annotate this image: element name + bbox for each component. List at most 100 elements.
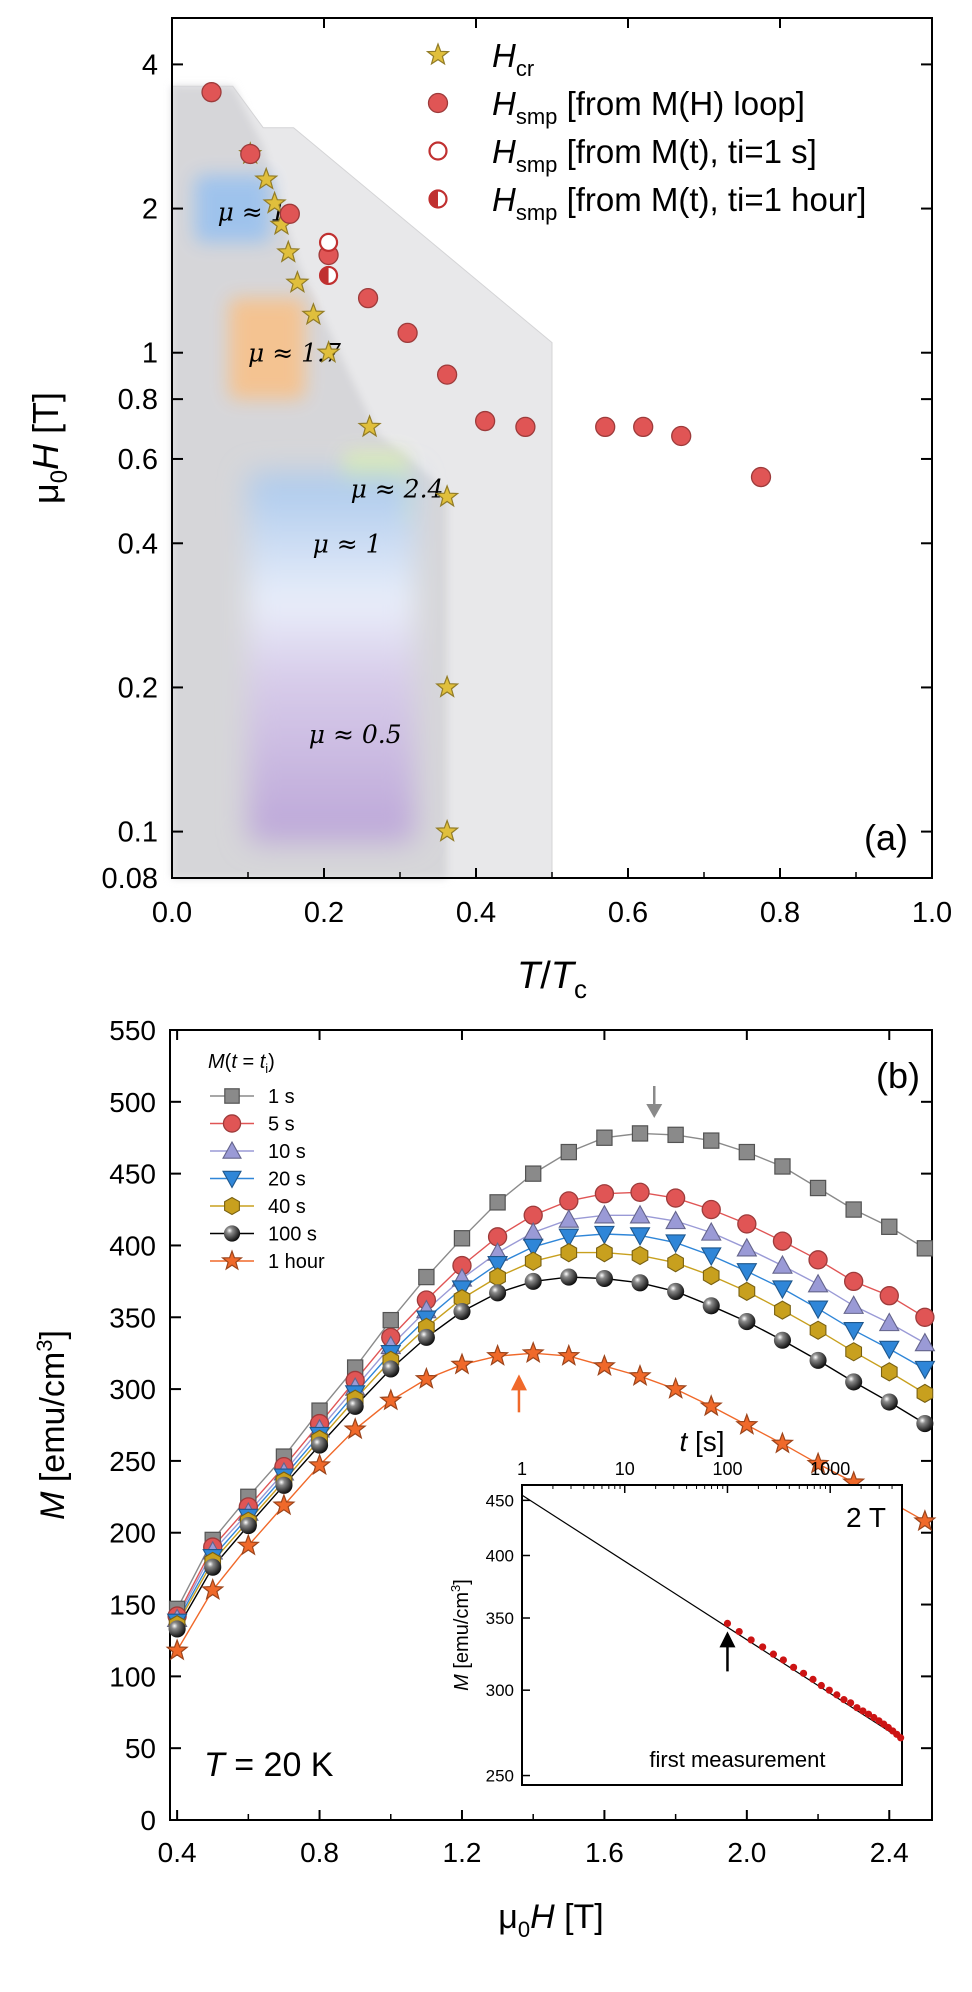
panel-b-axes: 0.4 0.8 1.2 1.6 2.0 2.4 0 50 100 150 200 250 300 350 4… (109, 1015, 933, 1868)
legend-label: 5 s (268, 1114, 295, 1136)
peak-arrow-head (646, 1103, 663, 1118)
inset-data-point (870, 1713, 878, 1722)
data-point-star (285, 269, 310, 293)
data-point-square (881, 1218, 898, 1235)
panel-a-xlabel: T/Tc (517, 955, 587, 1004)
data-point-sphere (239, 1516, 257, 1535)
y-tick-label: 200 (109, 1518, 156, 1549)
data-point-circle (915, 1307, 935, 1327)
data-point-sphere (453, 1302, 471, 1321)
y-tick-label: 550 (109, 1015, 156, 1046)
data-point-circle (633, 416, 654, 438)
x-tick-label: 2.0 (727, 1837, 766, 1868)
panel-a-axes: 0.0 0.2 0.4 0.6 0.8 1.0 0.08 0.1 0.2 0.4 0.6 0.8 1 2 4 (102, 17, 952, 929)
data-point-circle-open (318, 232, 339, 252)
data-point-sphere (773, 1331, 791, 1349)
svg-text:μ0H [T]: μ0H [T] (498, 1898, 604, 1942)
data-point-sphere (346, 1397, 364, 1415)
data-point-circle (808, 1250, 828, 1270)
inset-data-point (809, 1675, 817, 1683)
data-point-circle (750, 466, 772, 488)
data-point-circle (240, 143, 261, 165)
data-point-star (236, 1533, 260, 1556)
legend-label: 100 s (268, 1224, 317, 1246)
series-markers-100-s (168, 1268, 934, 1638)
data-point-star (435, 484, 460, 508)
y-tick-label: 400 (109, 1230, 156, 1261)
data-point-square (845, 1201, 862, 1218)
inset-data-point (723, 1619, 732, 1627)
region-patch-mu-1-and-0-5 (248, 473, 416, 843)
x-tick-label: 2.4 (870, 1837, 909, 1868)
inset-y-tick-label: 300 (486, 1681, 514, 1700)
data-point-star (557, 1343, 581, 1366)
legend-label: 40 s (268, 1196, 306, 1218)
y-tick-label: 0.1 (118, 817, 158, 849)
data-point-circle (474, 410, 496, 432)
panel-b-temperature-annotation: T = 20 K (204, 1746, 334, 1784)
legend-marker-sphere (223, 1225, 241, 1242)
panel-b-peak-arrows (510, 1085, 663, 1413)
x-tick-label: 0.8 (300, 1837, 339, 1868)
y-tick-label: 300 (109, 1374, 156, 1405)
data-point-star (254, 166, 279, 190)
data-point-sphere (809, 1351, 827, 1369)
data-point-triangle-down (807, 1300, 829, 1320)
inset-ylabel: M [emu/cm3] (448, 1579, 473, 1691)
region-patch-mu-1-7 (229, 298, 305, 400)
region-patch-mu-1-top (194, 175, 271, 243)
inset-y-tick-label: 450 (486, 1491, 514, 1510)
data-point-triangle-up (593, 1204, 615, 1224)
data-point-square (489, 1194, 506, 1211)
data-point-hexagon (702, 1265, 720, 1286)
data-point-square (774, 1158, 791, 1175)
legend-label: 20 s (268, 1169, 306, 1191)
region-label: μ ≈ 2.4 (351, 475, 444, 504)
data-point-circle (879, 1286, 899, 1306)
legend-label: Hsmp [from M(H) loop] (492, 85, 805, 129)
data-point-star (435, 674, 460, 698)
data-point-triangle-up (629, 1204, 651, 1224)
y-tick-label: 0.2 (118, 672, 158, 704)
region-label: μ ≈ 0.5 (309, 720, 402, 749)
series-line-20-s (176, 1233, 926, 1623)
legend-marker-hexagon (224, 1196, 240, 1216)
panel-a-ylabel: μ0H [T] (25, 392, 73, 504)
data-point-star (735, 1412, 759, 1435)
x-tick-label: 1.2 (443, 1837, 482, 1868)
data-point-star (343, 1417, 367, 1440)
data-point-triangle-down (522, 1238, 544, 1258)
data-point-sphere (560, 1268, 578, 1286)
data-point-sphere (845, 1373, 863, 1391)
data-point-triangle-down (736, 1263, 758, 1282)
inset-data-point (833, 1691, 841, 1699)
panel-a-label: (a) (864, 817, 908, 858)
inset-data-point (817, 1681, 825, 1690)
inset-y-tick-label: 350 (486, 1609, 514, 1628)
data-point-circle (357, 288, 379, 309)
data-point-star (770, 1431, 795, 1454)
data-point-circle (630, 1182, 650, 1202)
data-point-circle (671, 425, 692, 447)
series-markers-1-hour (165, 1340, 937, 1661)
data-point-hexagon (667, 1253, 684, 1273)
data-point-triangle-down (700, 1247, 722, 1267)
inset-y-tick-label: 250 (486, 1767, 514, 1786)
data-point-star (486, 1343, 510, 1366)
data-point-sphere (417, 1328, 435, 1346)
data-point-triangle-up (736, 1237, 758, 1257)
y-tick-label: 150 (109, 1590, 156, 1621)
inset-x-tick-label: 100 (712, 1459, 742, 1479)
y-tick-label: 1 (142, 338, 158, 370)
inset-title: 2 T (846, 1502, 886, 1533)
y-tick-label: 100 (109, 1661, 156, 1692)
y-tick-label: 350 (109, 1302, 156, 1333)
panel-a-data-marks (201, 82, 772, 842)
panel-b-inset-chart: 1 10 100 1000 250 300 350 400 450 2 T first meas… (448, 1426, 905, 1786)
data-point-hexagon (489, 1267, 506, 1287)
inset-data-point (864, 1710, 873, 1718)
series-line-100-s (176, 1276, 926, 1630)
data-point-circle (436, 364, 458, 385)
